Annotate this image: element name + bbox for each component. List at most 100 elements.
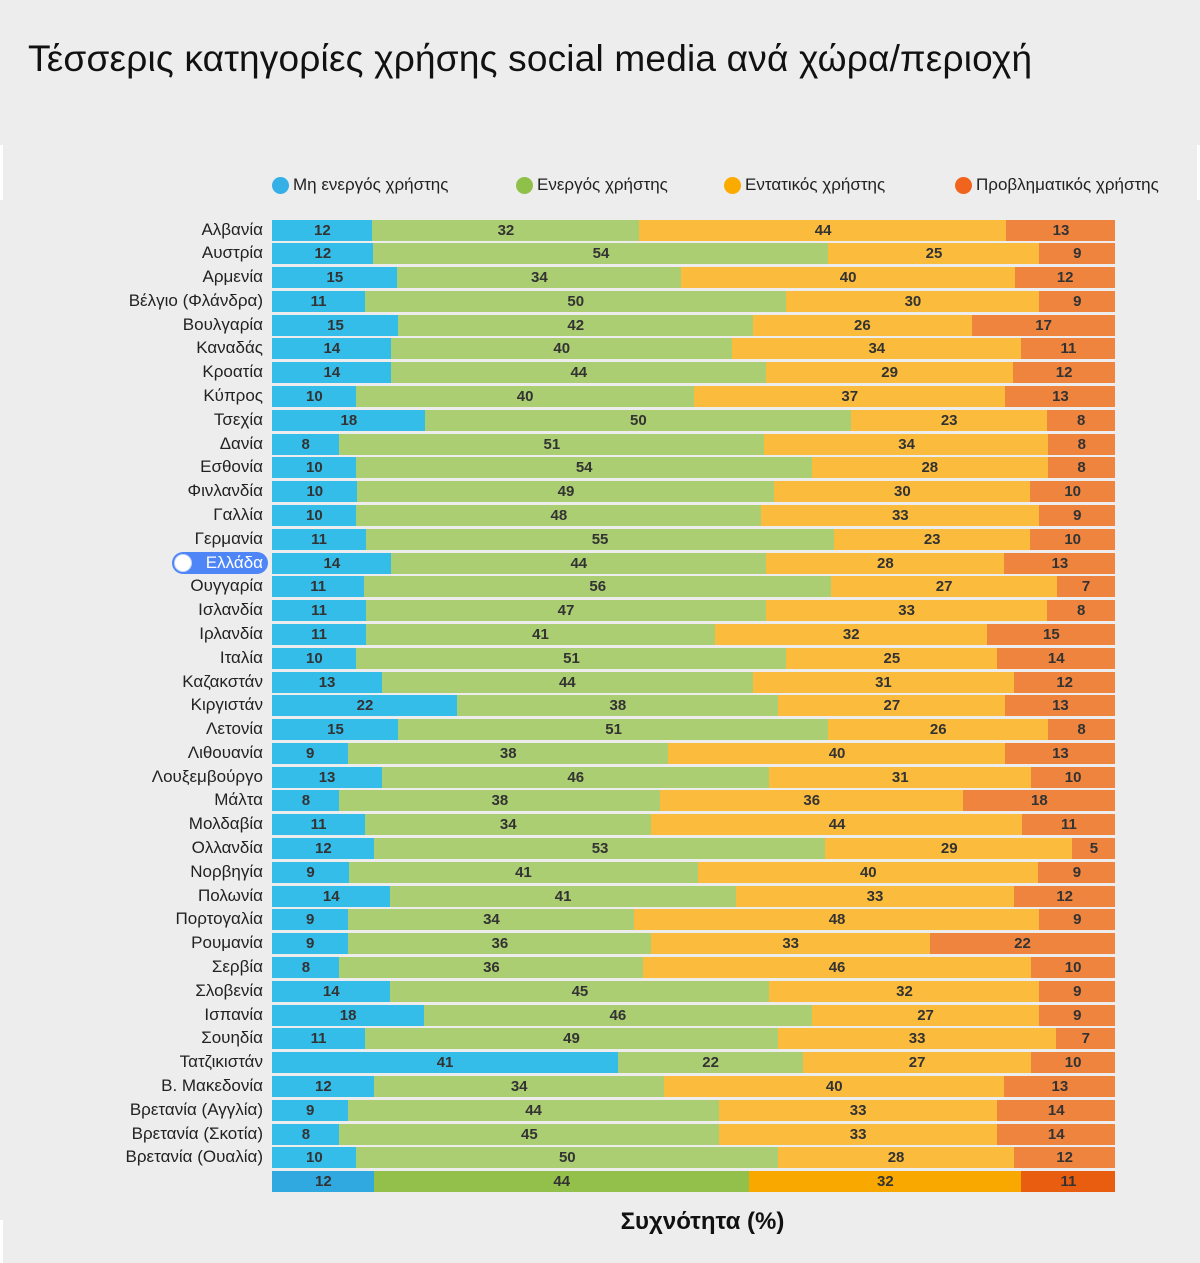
bar-segment: 13 xyxy=(272,671,383,693)
legend-label: Μη ενεργός χρήστης xyxy=(293,175,449,194)
category-label: Ισπανία xyxy=(204,1004,263,1026)
category-label-text: Δανία xyxy=(219,433,263,453)
bar-segment: 5 xyxy=(1072,838,1116,860)
bar-segment: 34 xyxy=(364,814,652,836)
bar-segment: 51 xyxy=(338,433,765,455)
category-label: Φινλανδία xyxy=(188,480,263,502)
bar-segment: 45 xyxy=(339,1123,720,1145)
bar-segment: 10 xyxy=(272,481,358,503)
bar-segment: 34 xyxy=(764,433,1049,455)
bar-segment: 10 xyxy=(1030,956,1116,978)
category-label: Βρετανία (Αγγλία) xyxy=(130,1099,263,1121)
category-label: Βουλγαρία xyxy=(183,314,263,336)
bar-segment: 11 xyxy=(272,814,366,836)
bar-segment: 8 xyxy=(272,1123,340,1145)
bar-segment: 9 xyxy=(1039,504,1116,526)
bar-segment: 18 xyxy=(272,409,426,431)
bar-segment: 14 xyxy=(996,647,1116,669)
bar-segment: 12 xyxy=(272,838,375,860)
bar-segment-total: 32 xyxy=(748,1171,1022,1193)
bar-segment: 34 xyxy=(731,338,1022,360)
bar-segment: 32 xyxy=(714,623,988,645)
bar-segment: 9 xyxy=(272,1099,349,1121)
bar-segment: 10 xyxy=(272,647,357,669)
bar-segment: 12 xyxy=(1014,267,1116,289)
bar-segment-total: 11 xyxy=(1021,1171,1116,1193)
bar-segment: 33 xyxy=(718,1099,998,1121)
category-label-text: Β. Μακεδονία xyxy=(161,1075,263,1095)
category-label-text: Βρετανία (Ουαλία) xyxy=(125,1147,264,1167)
bar-segment: 44 xyxy=(381,671,753,693)
category-label-text: Κύπρος xyxy=(203,386,263,406)
bar-segment: 15 xyxy=(272,719,399,741)
bar-segment: 7 xyxy=(1056,576,1116,598)
bar-segment: 13 xyxy=(1005,742,1116,764)
bar-segment: 36 xyxy=(659,790,964,812)
category-label: Ουγγαρία xyxy=(190,575,263,597)
category-label: Δανία xyxy=(220,433,263,455)
bar-segment: 10 xyxy=(272,1147,357,1169)
category-label-text: Λουξεμβούργο xyxy=(151,766,263,786)
bar-segment: 14 xyxy=(272,980,391,1002)
bar-segment: 37 xyxy=(693,386,1006,408)
toggle-knob xyxy=(173,553,192,572)
bar-segment: 40 xyxy=(680,267,1016,289)
legend-item-intensive: Εντατικός χρήστης xyxy=(724,175,885,195)
bar-segment: 8 xyxy=(1046,600,1116,622)
bar-segment: 8 xyxy=(272,433,340,455)
bar-segment: 32 xyxy=(769,980,1040,1002)
category-label-text: Πορτογαλία xyxy=(175,909,263,929)
category-label-text: Λετονία xyxy=(206,719,263,739)
bar-segment: 44 xyxy=(391,362,767,384)
category-label-text: Αρμενία xyxy=(202,267,264,287)
category-label-text: Ισπανία xyxy=(204,1004,263,1024)
bar-segment: 8 xyxy=(1047,719,1116,741)
bar-segment: 27 xyxy=(811,1004,1040,1026)
bar-segment: 41 xyxy=(272,1052,619,1074)
bar-segment: 41 xyxy=(390,885,737,907)
category-label-text: Ολλανδία xyxy=(191,838,263,858)
bar-segment: 54 xyxy=(373,243,829,265)
bar-segment: 15 xyxy=(987,623,1116,645)
category-label: Αλβανία xyxy=(201,219,263,241)
bar-segment: 8 xyxy=(1046,409,1116,431)
category-label-text: Βουλγαρία xyxy=(182,314,263,334)
category-label: Πορτογαλία xyxy=(175,908,263,930)
bar-segment: 11 xyxy=(1021,338,1116,360)
bar-segment: 12 xyxy=(1013,1147,1116,1169)
category-label-highlighted[interactable]: Ελλάδα xyxy=(171,551,268,574)
bar-segment: 9 xyxy=(1039,290,1116,312)
category-label-text: Ελλάδα xyxy=(205,552,263,572)
bar-segment: 41 xyxy=(365,623,716,645)
category-label-text: Μολδαβία xyxy=(188,814,263,834)
bar-segment: 15 xyxy=(272,314,399,336)
bar-segment-total: 44 xyxy=(374,1171,750,1193)
category-label-text: Βρετανία (Αγγλία) xyxy=(129,1099,263,1119)
category-label-text: Αυστρία xyxy=(201,243,263,263)
bar-segment: 34 xyxy=(347,909,635,931)
bar-segment: 30 xyxy=(786,290,1040,312)
frame-edge-left xyxy=(0,145,3,200)
bar-segment: 11 xyxy=(272,623,367,645)
bar-segment: 14 xyxy=(996,1099,1116,1121)
bar-segment: 51 xyxy=(356,647,787,669)
legend-swatch-problematic xyxy=(955,176,972,194)
category-label: Σουηδία xyxy=(201,1027,263,1049)
category-label-text: Αλβανία xyxy=(201,219,263,239)
category-label-text: Τατζικιστάν xyxy=(179,1052,263,1072)
bar-segment: 49 xyxy=(357,481,775,503)
category-label-text: Πολωνία xyxy=(197,885,263,905)
category-label: Μολδαβία xyxy=(189,813,263,835)
bar-segment: 8 xyxy=(272,956,340,978)
bar-segment: 14 xyxy=(272,885,391,907)
bar-segment: 13 xyxy=(1005,695,1116,717)
bar-segment: 33 xyxy=(651,933,931,955)
bar-segment: 9 xyxy=(272,861,350,883)
bar-segment: 38 xyxy=(339,790,661,812)
bar-segment: 9 xyxy=(1039,980,1116,1002)
bar-segment: 11 xyxy=(272,600,367,622)
bar-segment: 9 xyxy=(1038,861,1116,883)
bar-segment: 8 xyxy=(1048,433,1116,455)
bar-segment: 12 xyxy=(272,219,373,241)
legend-item-active: Ενεργός χρήστης xyxy=(516,175,668,195)
